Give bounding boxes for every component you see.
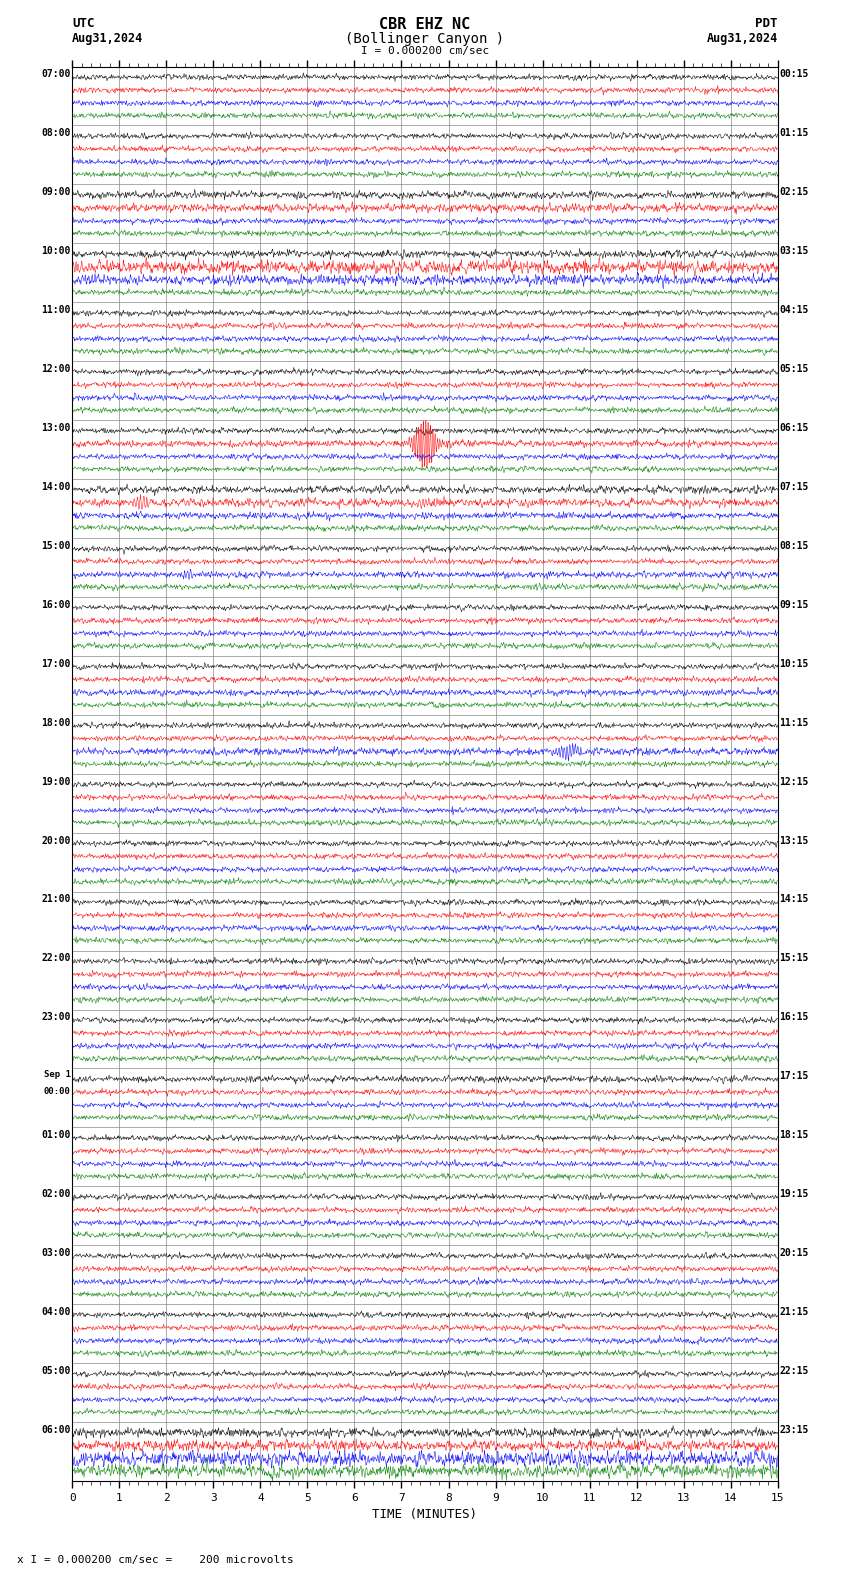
Text: 16:00: 16:00 <box>42 600 71 610</box>
Text: 04:00: 04:00 <box>42 1307 71 1316</box>
Text: 15:00: 15:00 <box>42 540 71 551</box>
Text: 09:00: 09:00 <box>42 187 71 198</box>
Text: Sep 1: Sep 1 <box>44 1069 71 1079</box>
Text: 17:00: 17:00 <box>42 659 71 668</box>
Text: I = 0.000200 cm/sec: I = 0.000200 cm/sec <box>361 46 489 55</box>
Text: 09:15: 09:15 <box>779 600 808 610</box>
Text: 18:15: 18:15 <box>779 1131 808 1140</box>
Text: 22:15: 22:15 <box>779 1365 808 1376</box>
Text: 00:00: 00:00 <box>44 1087 71 1096</box>
Text: 12:00: 12:00 <box>42 364 71 374</box>
Text: 20:00: 20:00 <box>42 835 71 846</box>
Text: 02:15: 02:15 <box>779 187 808 198</box>
Text: 21:15: 21:15 <box>779 1307 808 1316</box>
Text: 08:15: 08:15 <box>779 540 808 551</box>
Text: CBR EHZ NC: CBR EHZ NC <box>379 16 471 32</box>
Text: 05:00: 05:00 <box>42 1365 71 1376</box>
Text: 07:15: 07:15 <box>779 482 808 493</box>
Text: 03:15: 03:15 <box>779 246 808 257</box>
Text: 14:00: 14:00 <box>42 482 71 493</box>
Text: 23:15: 23:15 <box>779 1426 808 1435</box>
Text: x I = 0.000200 cm/sec =    200 microvolts: x I = 0.000200 cm/sec = 200 microvolts <box>17 1555 294 1565</box>
Text: 03:00: 03:00 <box>42 1248 71 1258</box>
Text: 01:15: 01:15 <box>779 128 808 138</box>
Text: 07:00: 07:00 <box>42 70 71 79</box>
Text: 20:15: 20:15 <box>779 1248 808 1258</box>
Text: 05:15: 05:15 <box>779 364 808 374</box>
Text: 00:15: 00:15 <box>779 70 808 79</box>
Text: 18:00: 18:00 <box>42 718 71 727</box>
Text: 16:15: 16:15 <box>779 1012 808 1022</box>
Text: 10:00: 10:00 <box>42 246 71 257</box>
Text: 23:00: 23:00 <box>42 1012 71 1022</box>
Text: (Bollinger Canyon ): (Bollinger Canyon ) <box>345 32 505 46</box>
Text: PDT: PDT <box>756 16 778 30</box>
Text: 12:15: 12:15 <box>779 776 808 787</box>
Text: 10:15: 10:15 <box>779 659 808 668</box>
Text: 01:00: 01:00 <box>42 1131 71 1140</box>
Text: 15:15: 15:15 <box>779 954 808 963</box>
Text: 14:15: 14:15 <box>779 895 808 904</box>
Text: 13:15: 13:15 <box>779 835 808 846</box>
Text: 13:00: 13:00 <box>42 423 71 432</box>
Text: 21:00: 21:00 <box>42 895 71 904</box>
Text: 02:00: 02:00 <box>42 1190 71 1199</box>
Text: UTC: UTC <box>72 16 94 30</box>
Text: 08:00: 08:00 <box>42 128 71 138</box>
Text: 22:00: 22:00 <box>42 954 71 963</box>
Text: Aug31,2024: Aug31,2024 <box>72 32 144 46</box>
Text: 11:15: 11:15 <box>779 718 808 727</box>
X-axis label: TIME (MINUTES): TIME (MINUTES) <box>372 1508 478 1521</box>
Text: 04:15: 04:15 <box>779 306 808 315</box>
Text: 19:00: 19:00 <box>42 776 71 787</box>
Text: 17:15: 17:15 <box>779 1071 808 1082</box>
Text: 19:15: 19:15 <box>779 1190 808 1199</box>
Text: 11:00: 11:00 <box>42 306 71 315</box>
Text: 06:15: 06:15 <box>779 423 808 432</box>
Text: 06:00: 06:00 <box>42 1426 71 1435</box>
Text: Aug31,2024: Aug31,2024 <box>706 32 778 46</box>
